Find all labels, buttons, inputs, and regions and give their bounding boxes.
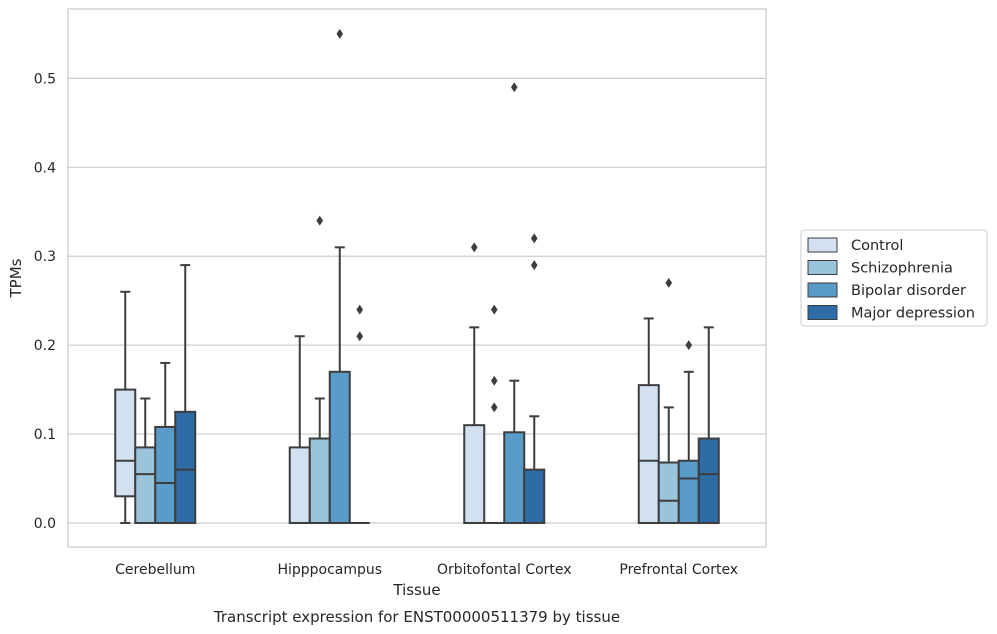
box-iqr	[328, 370, 351, 524]
box-group	[484, 304, 505, 524]
outlier-marker	[490, 375, 498, 386]
box-group	[114, 290, 137, 524]
box-group	[637, 317, 660, 524]
legend-frame	[800, 229, 988, 327]
x-tick-label: Cerebellum	[115, 562, 195, 578]
box-iqr	[308, 437, 331, 524]
outlier-marker	[316, 215, 324, 226]
legend-label: Bipolar disorder	[851, 283, 966, 299]
y-tick-label: 0.2	[34, 338, 56, 354]
y-tick-label: 0.1	[34, 427, 56, 443]
box-iqr	[637, 384, 660, 524]
chart-title: Transcript expression for ENST0000051137…	[213, 608, 620, 626]
y-tick-label: 0.4	[34, 160, 56, 176]
box-iqr	[657, 461, 680, 524]
box-group	[349, 304, 370, 524]
legend-label: Control	[851, 238, 903, 254]
y-tick-label: 0.3	[34, 249, 56, 265]
box-iqr	[154, 425, 177, 524]
outlier-marker	[336, 28, 344, 39]
box-group	[503, 82, 526, 524]
box-iqr	[134, 446, 157, 524]
legend-swatch	[807, 260, 838, 275]
legend: Control Schizophrenia Bipolar disorder Majo…	[800, 229, 988, 327]
box-group	[463, 242, 486, 524]
box-iqr	[463, 424, 486, 524]
box-iqr	[288, 446, 311, 524]
box-group	[523, 233, 546, 524]
outlier-marker	[530, 233, 538, 244]
y-tick-label: 0.0	[34, 516, 56, 532]
outlier-marker	[530, 260, 538, 271]
x-tick-label: Hipppocampus	[277, 562, 382, 578]
legend-label: Schizophrenia	[851, 261, 953, 277]
legend-items: Control Schizophrenia Bipolar disorder Majo…	[807, 237, 975, 322]
x-axis-label: Tissue	[392, 581, 440, 599]
outlier-marker	[685, 340, 693, 351]
box-group	[174, 264, 197, 524]
legend-swatch	[807, 305, 838, 320]
box-iqr	[523, 468, 546, 524]
box-group	[328, 28, 351, 524]
box-group	[697, 326, 720, 524]
box-iqr	[697, 437, 720, 524]
box-iqr	[677, 459, 700, 524]
legend-swatch	[807, 282, 838, 298]
box-iqr	[174, 410, 197, 524]
box-group	[677, 340, 700, 524]
box-iqr	[503, 431, 526, 524]
box-series-group	[114, 28, 720, 524]
outlier-marker	[490, 304, 498, 315]
outlier-marker	[356, 304, 364, 315]
x-tick-label: Prefrontal Cortex	[619, 562, 738, 578]
outlier-marker	[490, 402, 498, 413]
outlier-marker	[356, 331, 364, 342]
y-tick-label: 0.5	[34, 71, 56, 87]
legend-swatch	[807, 237, 838, 253]
y-axis-label: TPMs	[7, 258, 25, 298]
outlier-marker	[470, 242, 478, 253]
x-tick-label: Orbitofontal Cortex	[437, 562, 572, 578]
x-tick-labels: Cerebellum Hipppocampus Orbitofontal Corte…	[115, 562, 738, 578]
plot-frame	[67, 8, 767, 548]
y-tick-labels: 0.0 0.1 0.2 0.3 0.4 0.5	[34, 71, 56, 532]
legend-label: Major depression	[851, 306, 975, 322]
outlier-marker	[665, 277, 673, 288]
outlier-marker	[510, 82, 518, 93]
box-iqr	[114, 388, 137, 498]
